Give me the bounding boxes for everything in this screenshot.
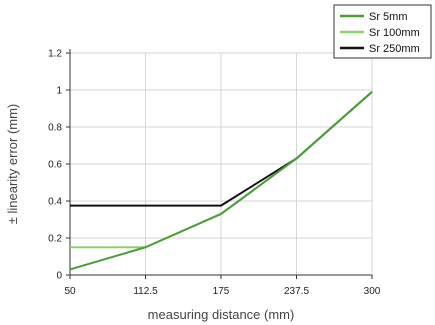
axes bbox=[66, 49, 373, 279]
y-tick-label: 0.6 bbox=[48, 160, 62, 171]
x-tick-label: 175 bbox=[213, 286, 230, 297]
y-tick-label: 0 bbox=[56, 271, 62, 282]
series-lines bbox=[69, 91, 373, 271]
legend-label-3: Sr 250mm bbox=[369, 43, 420, 55]
y-tick-label: 0.2 bbox=[48, 234, 62, 245]
y-tick-label: 1 bbox=[56, 86, 62, 97]
legend-label-2: Sr 100mm bbox=[369, 27, 420, 39]
x-tick-label: 112.5 bbox=[133, 286, 158, 297]
y-axis-title: ± linearity error (mm) bbox=[5, 104, 20, 225]
x-tick-label: 300 bbox=[364, 286, 381, 297]
y-tick-label: 1.2 bbox=[48, 49, 62, 60]
y-tick-label: 0.4 bbox=[48, 197, 62, 208]
tick-labels: 50 112.5 175 237.5 300 0 0.2 0.4 0.6 0.8 1 1.2 bbox=[48, 49, 381, 298]
legend: Sr 5mm Sr 100mm Sr 250mm bbox=[333, 4, 432, 59]
y-tick-label: 0.8 bbox=[48, 123, 62, 134]
legend-label-1: Sr 5mm bbox=[369, 11, 408, 23]
series-line-1 bbox=[69, 91, 373, 271]
grid bbox=[70, 52, 373, 275]
x-tick-label: 237.5 bbox=[284, 286, 309, 297]
x-tick-label: 50 bbox=[64, 286, 76, 297]
x-axis-title: measuring distance (mm) bbox=[148, 307, 295, 322]
